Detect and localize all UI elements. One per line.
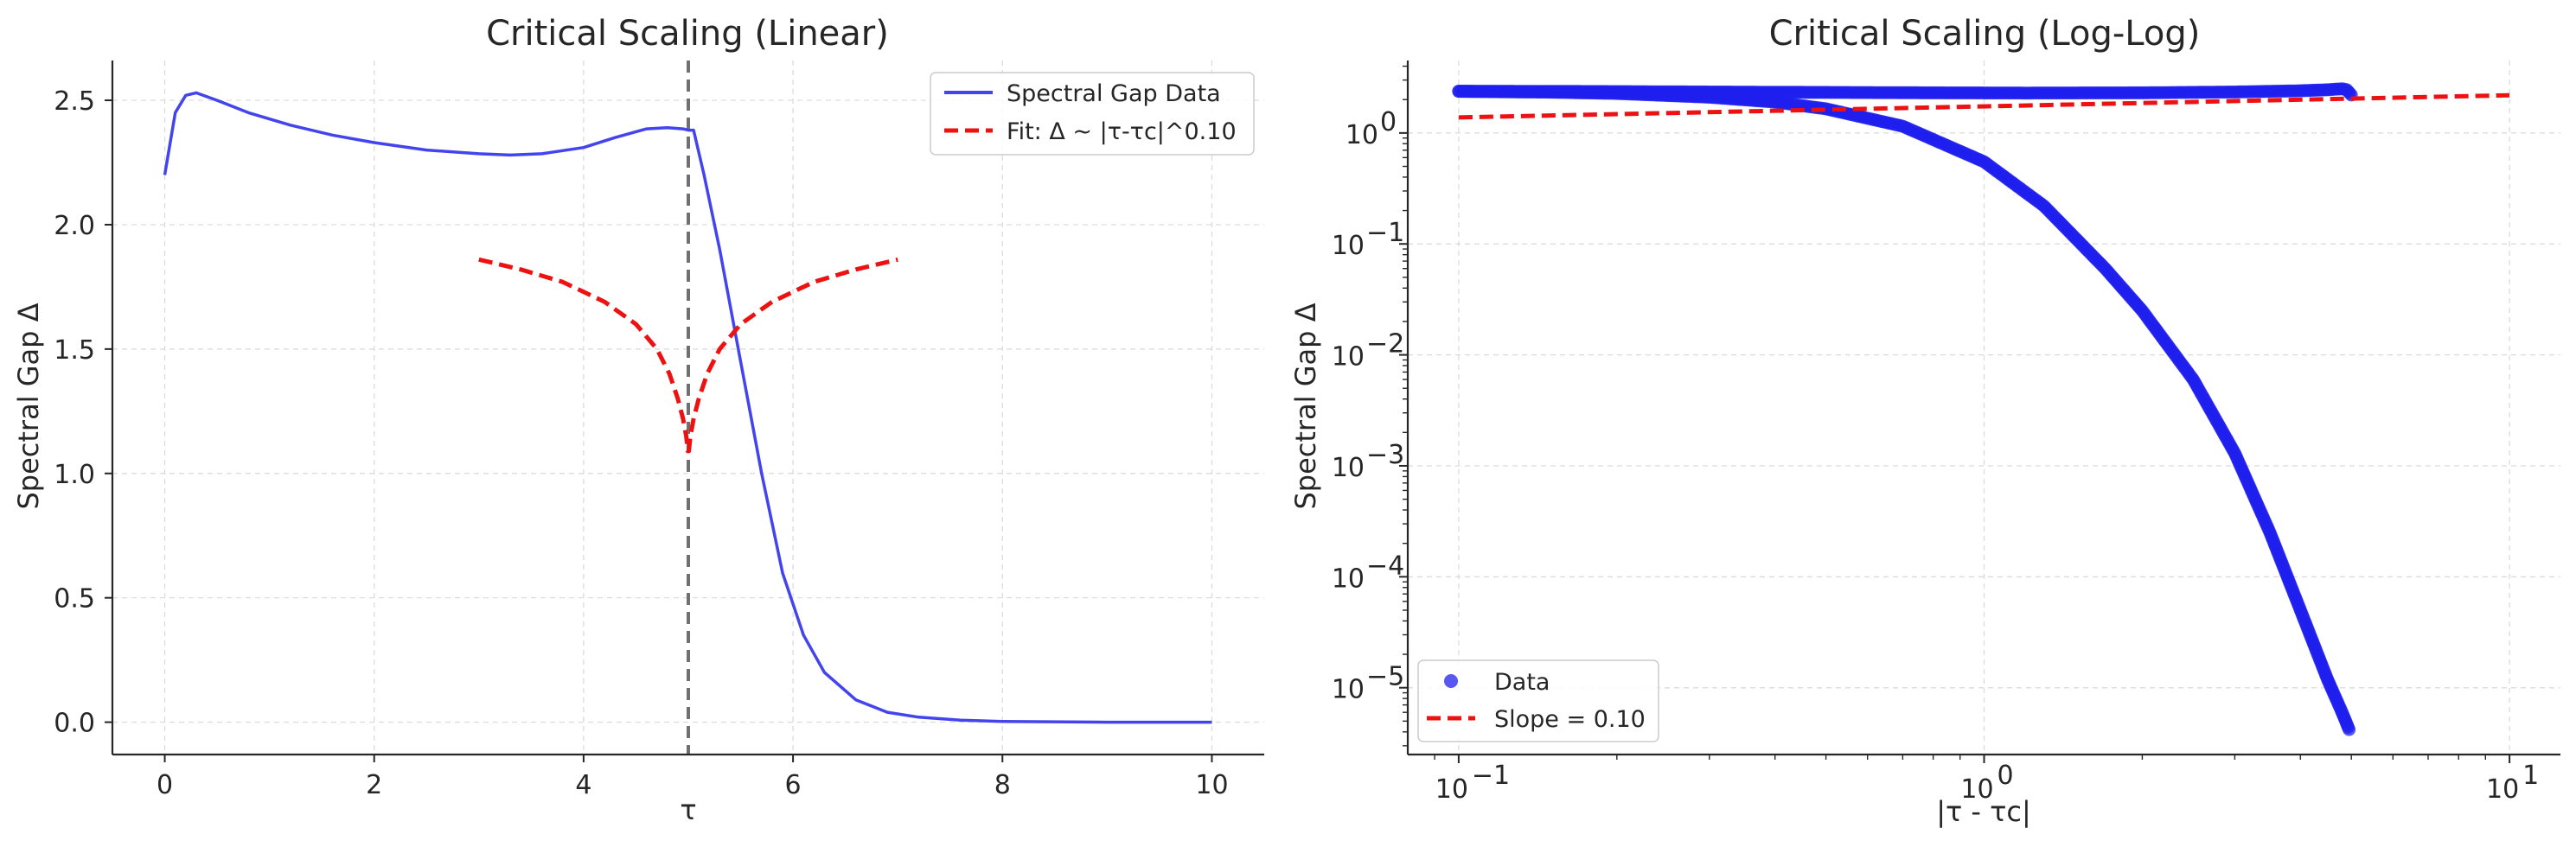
y-tick-label: 2.5 (54, 86, 95, 117)
x-tick-label: 10 (1960, 774, 1993, 805)
x-tick-exponent: 0 (1998, 761, 2014, 791)
legend-label-slope: Slope = 0.10 (1494, 706, 1646, 733)
y-tick-label: 10 (1332, 675, 1365, 705)
x-tick-label: 8 (994, 770, 1011, 800)
y-tick-exponent: −5 (1366, 662, 1404, 692)
y-tick-label: 0.5 (54, 584, 95, 615)
data-point (2343, 723, 2356, 736)
x-tick-label: 10 (2486, 774, 2519, 805)
y-tick-exponent: −3 (1366, 440, 1404, 470)
axis-ticks: 0 2 4 6 8 10 0.0 0.5 1.0 1.5 2.0 2.5 (54, 86, 1228, 800)
x-tick-label: 2 (366, 770, 382, 800)
legend: Data Slope = 0.10 (1417, 659, 1659, 742)
y-tick-exponent: 0 (1380, 107, 1397, 137)
x-tick-exponent: 1 (2522, 761, 2539, 791)
series-line-spectral-gap (163, 91, 1212, 724)
panel-linear: Critical Scaling (Linear) 0 2 4 6 8 10 0.0 0.5 1… (12, 14, 1264, 826)
x-tick-exponent: −1 (1472, 761, 1510, 791)
x-tick-label: 6 (785, 770, 802, 800)
legend-label-fit: Fit: Δ ~ |τ-τc|^0.10 (1007, 118, 1237, 145)
y-tick-label: 10 (1332, 231, 1365, 261)
y-axis-label: Spectral Gap Δ (1289, 302, 1322, 509)
y-tick-label: 2.0 (54, 211, 95, 241)
x-tick-label: 10 (1195, 770, 1228, 800)
plot-area (163, 60, 1212, 755)
chart-title: Critical Scaling (Linear) (486, 14, 889, 54)
y-tick-label: 1.0 (54, 460, 95, 490)
legend-swatch-data (1444, 674, 1458, 688)
y-tick-label: 10 (1332, 564, 1365, 594)
legend-box (930, 72, 1255, 156)
y-tick-label: 0.0 (54, 709, 95, 739)
series-line-slope (1458, 92, 2510, 120)
legend: Spectral Gap Data Fit: Δ ~ |τ-τc|^0.10 (930, 72, 1255, 156)
series-line-fit (478, 257, 898, 454)
x-tick-label: 0 (157, 770, 173, 800)
y-tick-label: 10 (1332, 342, 1365, 373)
y-tick-label: 1.5 (54, 335, 95, 366)
x-axis-label: τ (680, 793, 696, 826)
y-tick-exponent: −1 (1366, 218, 1404, 248)
axis-ticks: 10 −1 10 0 10 110 −510 −410 −310 −210 −110 0 (1332, 65, 2539, 805)
scatter-branch (1452, 85, 2356, 736)
x-tick-label: 10 (1435, 774, 1468, 805)
y-tick-label: 10 (1346, 120, 1378, 150)
y-axis-label: Spectral Gap Δ (12, 302, 45, 509)
y-tick-exponent: −4 (1366, 551, 1404, 581)
panel-loglog: Critical Scaling (Log-Log) 10 −1 10 0 10 110−… (1289, 14, 2560, 828)
legend-label-data: Data (1494, 669, 1550, 696)
chart-title: Critical Scaling (Log-Log) (1769, 14, 2201, 54)
y-tick-label: 10 (1332, 453, 1365, 483)
legend-label-data: Spectral Gap Data (1007, 80, 1221, 107)
x-tick-label: 4 (575, 770, 591, 800)
plot-area (1452, 82, 2510, 736)
y-tick-exponent: −2 (1366, 329, 1404, 360)
x-axis-label: |τ - τc| (1936, 795, 2031, 828)
legend-box (1417, 659, 1659, 742)
